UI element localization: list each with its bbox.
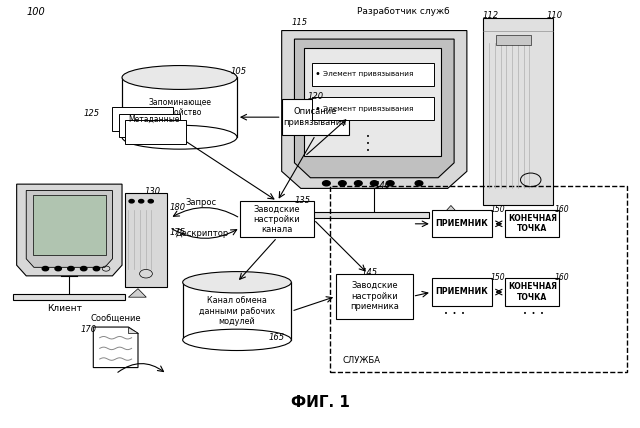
Text: Разработчик служб: Разработчик служб: [356, 7, 449, 16]
FancyBboxPatch shape: [125, 120, 186, 144]
FancyBboxPatch shape: [125, 193, 167, 286]
Text: 150: 150: [490, 273, 505, 282]
Circle shape: [355, 181, 362, 186]
Polygon shape: [129, 327, 138, 333]
FancyBboxPatch shape: [33, 195, 106, 255]
Text: 130: 130: [145, 187, 161, 196]
Text: 160: 160: [555, 273, 570, 282]
Text: 150: 150: [490, 205, 505, 214]
Text: Элемент привязывания: Элемент привязывания: [323, 106, 413, 112]
Circle shape: [81, 267, 87, 271]
FancyBboxPatch shape: [432, 210, 492, 238]
FancyBboxPatch shape: [113, 107, 173, 131]
Text: Запрос: Запрос: [186, 198, 217, 207]
Text: •
•
•: • • •: [366, 134, 370, 154]
Text: Элемент привязывания: Элемент привязывания: [323, 71, 413, 77]
Circle shape: [387, 181, 394, 186]
Text: •: •: [315, 104, 321, 113]
Text: Метаданные: Метаданные: [128, 115, 180, 124]
Text: Клиент: Клиент: [47, 303, 82, 312]
Text: Дескриптор: Дескриптор: [175, 229, 229, 238]
Text: 175: 175: [170, 228, 186, 237]
Text: ФИГ. 1: ФИГ. 1: [291, 395, 349, 410]
FancyBboxPatch shape: [495, 35, 531, 45]
Ellipse shape: [182, 329, 291, 351]
FancyBboxPatch shape: [119, 114, 179, 137]
FancyBboxPatch shape: [304, 48, 442, 156]
Text: ПРИЕМНИК: ПРИЕМНИК: [436, 219, 488, 228]
Polygon shape: [442, 205, 461, 216]
Circle shape: [129, 199, 134, 203]
Circle shape: [68, 267, 74, 271]
Text: •: •: [315, 69, 321, 80]
Polygon shape: [282, 212, 429, 218]
FancyBboxPatch shape: [432, 278, 492, 306]
FancyBboxPatch shape: [505, 278, 559, 306]
Polygon shape: [294, 39, 454, 178]
Text: 145: 145: [362, 268, 378, 277]
Circle shape: [323, 181, 330, 186]
Ellipse shape: [182, 272, 291, 293]
Ellipse shape: [122, 65, 237, 89]
FancyBboxPatch shape: [505, 210, 559, 238]
Text: 100: 100: [26, 7, 45, 17]
Text: 170: 170: [81, 325, 97, 334]
Polygon shape: [93, 327, 138, 368]
Text: Заводские
настройки
канала: Заводские настройки канала: [253, 205, 300, 234]
Polygon shape: [282, 30, 467, 188]
Text: Заводские
настройки
приемника: Заводские настройки приемника: [350, 281, 399, 311]
Circle shape: [93, 267, 100, 271]
Text: ПРИЕМНИК: ПРИЕМНИК: [436, 287, 488, 296]
FancyBboxPatch shape: [122, 77, 237, 137]
Text: 180: 180: [170, 203, 186, 212]
Circle shape: [148, 199, 154, 203]
Text: 165: 165: [269, 333, 285, 342]
Text: КОНЕЧНАЯ
ТОЧКА: КОНЕЧНАЯ ТОЧКА: [508, 214, 557, 233]
Text: 105: 105: [230, 67, 246, 76]
Text: 120: 120: [307, 92, 323, 101]
FancyBboxPatch shape: [483, 18, 553, 205]
Polygon shape: [13, 294, 125, 300]
Text: 110: 110: [547, 12, 563, 21]
FancyBboxPatch shape: [312, 97, 434, 120]
Circle shape: [339, 181, 346, 186]
Polygon shape: [26, 190, 113, 268]
FancyBboxPatch shape: [282, 99, 349, 135]
FancyBboxPatch shape: [312, 62, 434, 86]
Circle shape: [415, 181, 423, 186]
Text: Канал обмена
данными рабочих
модулей: Канал обмена данными рабочих модулей: [199, 296, 275, 326]
Circle shape: [55, 267, 61, 271]
Text: 135: 135: [294, 196, 310, 205]
Text: КОНЕЧНАЯ
ТОЧКА: КОНЕЧНАЯ ТОЧКА: [508, 282, 557, 302]
Ellipse shape: [122, 125, 237, 149]
Circle shape: [371, 181, 378, 186]
Polygon shape: [17, 184, 122, 276]
Text: 160: 160: [555, 205, 570, 214]
Circle shape: [42, 267, 49, 271]
Circle shape: [139, 199, 144, 203]
Text: СЛУЖБА: СЛУЖБА: [342, 357, 380, 366]
Text: Запоминающее
устройство: Запоминающее устройство: [148, 98, 211, 117]
FancyBboxPatch shape: [182, 282, 291, 340]
Text: •  •  •: • • •: [524, 311, 545, 317]
Text: •  •  •: • • •: [444, 311, 465, 317]
Text: Сообщение: Сообщение: [90, 314, 141, 323]
Text: 125: 125: [84, 110, 100, 119]
Text: 140: 140: [374, 181, 390, 190]
FancyBboxPatch shape: [336, 274, 413, 318]
Polygon shape: [129, 288, 147, 297]
Text: 112: 112: [483, 12, 499, 21]
Text: Описание
привязывания: Описание привязывания: [284, 107, 347, 127]
FancyBboxPatch shape: [240, 201, 314, 238]
Text: 115: 115: [291, 18, 307, 27]
